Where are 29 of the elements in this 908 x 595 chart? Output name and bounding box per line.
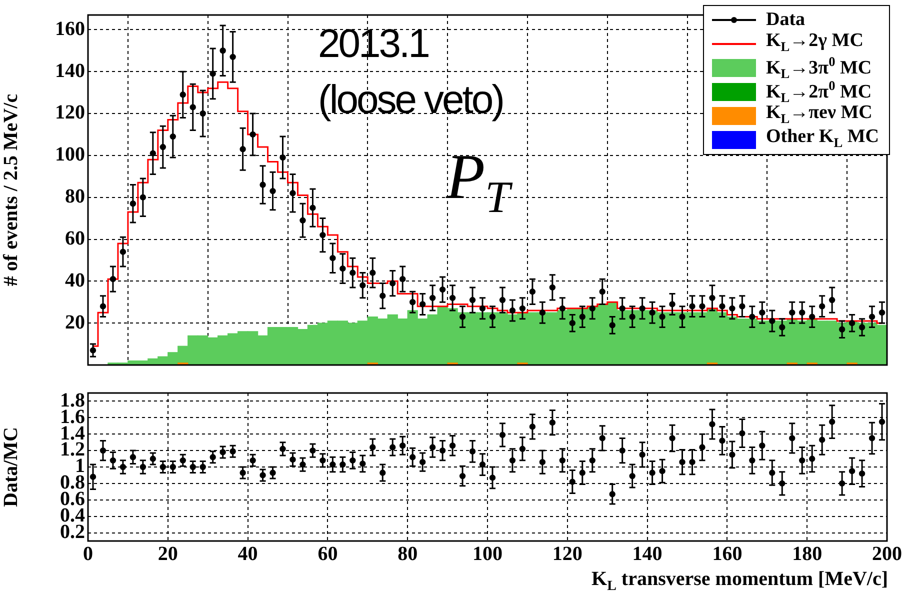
y-axis-title: # of events / 2.5 MeV/c [0,94,22,286]
annotation: P$_{T}$ [446,140,510,223]
x-tick-label: 60 [318,543,338,566]
y-tick-label: 80 [65,186,85,208]
x-tick-label: 180 [792,543,822,566]
y-tick-label: 60 [65,227,85,250]
legend-label: Other K$_{L}$ MC [766,125,879,152]
y-tick-label: 0.2 [60,520,85,543]
x-tick-label: 80 [398,543,418,566]
y-axis-title: Data/MC [0,427,22,507]
y-tick-label: 40 [65,269,85,292]
y-tick-label: 120 [55,102,85,124]
legend-label: Data [766,8,806,32]
y-tick-label: 140 [55,60,85,82]
legend-label: K$_{L}$→2γ MC [766,30,864,54]
x-tick-label: 20 [158,543,178,566]
x-tick-label: 0 [83,543,93,566]
x-tick-label: 120 [552,543,582,566]
x-tick-label: 100 [472,543,502,566]
x-axis-title: K$_{L}$ transverse momentum [MeV/c] [592,568,888,595]
annotation: 2013.1 [318,22,428,67]
x-tick-label: 200 [872,543,902,566]
y-tick-label: 20 [65,311,85,334]
y-tick-label: 160 [55,18,85,40]
y-tick-label: 100 [55,144,85,166]
annotation: (loose veto) [318,78,503,123]
x-tick-label: 140 [632,543,662,566]
x-tick-label: 160 [712,543,742,566]
x-tick-label: 40 [238,543,258,566]
